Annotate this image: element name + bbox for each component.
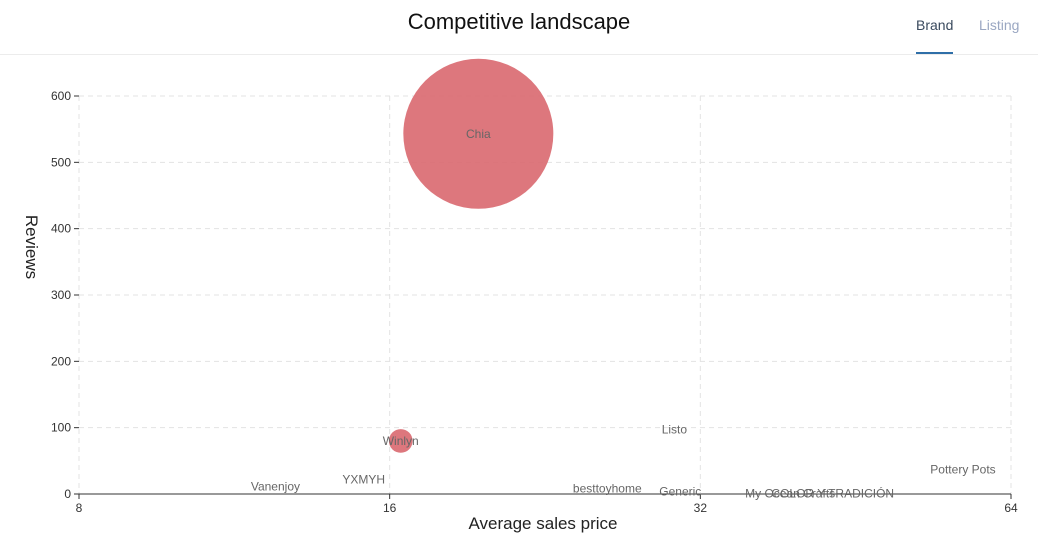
bubble-label: COLOR Y TRADICIÓN xyxy=(771,485,894,500)
active-tab-indicator xyxy=(916,52,953,54)
x-tick-label: 64 xyxy=(1004,501,1018,515)
bubble-label: Pottery Pots xyxy=(930,462,995,476)
y-tick-label: 0 xyxy=(64,487,71,501)
tab-brand[interactable]: Brand xyxy=(916,17,954,33)
x-tick-label: 32 xyxy=(694,501,708,515)
y-tick-label: 300 xyxy=(51,288,71,302)
x-tick-label: 8 xyxy=(76,501,83,515)
tab-listing[interactable]: Listing xyxy=(979,17,1020,33)
bubble[interactable] xyxy=(403,58,554,209)
bubble-label: YXMYH xyxy=(342,472,385,486)
y-tick-label: 600 xyxy=(51,89,71,103)
x-tick-label: 16 xyxy=(383,501,397,515)
y-tick-label: 400 xyxy=(51,222,71,236)
bubble-label: Chia xyxy=(466,127,491,141)
y-axis-title: Reviews xyxy=(22,215,41,279)
header-bar: Competitive landscape Brand Listing xyxy=(0,0,1038,55)
y-tick-label: 200 xyxy=(51,354,71,368)
bubble-label: Vanenjoy xyxy=(251,480,300,494)
bubble-label: Listo xyxy=(662,423,688,437)
bubble-label: Generic xyxy=(659,484,701,498)
bubble-label: My Ocean Crafts xyxy=(745,486,835,500)
bubbles: Chia Winlyn Listo Vanenjoy YXMYH besttoyhome G… xyxy=(251,58,996,500)
bubble-label: Winlyn xyxy=(383,434,419,448)
y-tick-label: 500 xyxy=(51,155,71,169)
x-axis-title: Average sales price xyxy=(469,514,618,533)
grid xyxy=(78,95,1012,495)
y-tick-label: 100 xyxy=(51,421,71,435)
bubble[interactable] xyxy=(388,429,413,453)
bubble-label: besttoyhome xyxy=(573,482,642,496)
axes: 0 100 200 300 400 500 600 8 16 32 64 xyxy=(51,89,1018,515)
page-title: Competitive landscape xyxy=(407,9,631,34)
